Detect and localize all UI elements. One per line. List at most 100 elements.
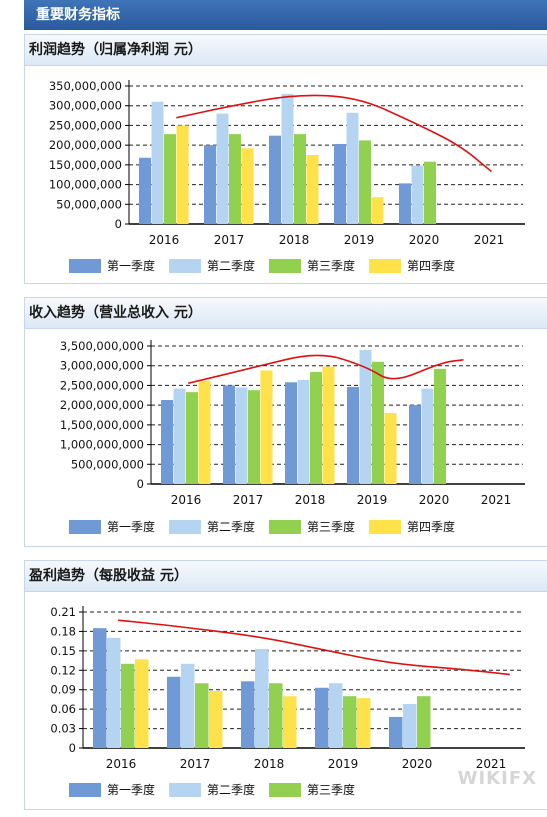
legend-item-q1: 第一季度 xyxy=(69,518,155,535)
y-tick-label: 0 xyxy=(69,741,76,755)
x-tick-label: 2020 xyxy=(419,493,450,507)
bar-2016-q4 xyxy=(135,659,149,748)
trend-annotation-line xyxy=(118,619,510,676)
legend-swatch-q3 xyxy=(269,258,302,273)
y-tick-label: 500,000,000 xyxy=(71,457,144,471)
legend-label-q4: 第四季度 xyxy=(407,259,456,273)
x-tick-label: 2021 xyxy=(474,233,505,247)
bar-2017-q4 xyxy=(260,370,273,484)
bar-2020-q1 xyxy=(399,183,411,224)
legend-label-q1: 第一季度 xyxy=(107,520,156,534)
section-title: 重要财务指标 xyxy=(36,7,120,23)
x-tick-label: 2020 xyxy=(409,233,440,247)
legend-item-q1: 第一季度 xyxy=(69,257,155,274)
bar-2019-q2 xyxy=(346,112,359,224)
x-tick-label: 2016 xyxy=(171,493,202,507)
bar-2018-q4 xyxy=(306,155,319,224)
bar-2017-q1 xyxy=(167,676,181,748)
bar-2016-q1 xyxy=(139,157,151,224)
bar-2019-q4 xyxy=(371,197,384,224)
bar-2020-q2 xyxy=(403,703,417,748)
y-tick-label: 50,000,000 xyxy=(56,197,122,211)
bar-2018-q3 xyxy=(269,683,283,748)
legend-item-q4: 第四季度 xyxy=(369,518,455,535)
bar-2018-q1 xyxy=(269,135,281,224)
bar-2016-q2 xyxy=(151,101,164,224)
legend-item-q3: 第三季度 xyxy=(269,518,355,535)
bar-2016-q3 xyxy=(164,134,176,224)
x-tick-label: 2018 xyxy=(254,757,285,771)
bar-2016-q4 xyxy=(198,380,211,484)
profit-trend-chart: 0 50,000,000 100,000,000 150,000,000 200,000… xyxy=(49,79,525,247)
bar-2018-q1 xyxy=(285,382,297,484)
section-title-bar: 重要财务指标 xyxy=(24,0,547,30)
legend-swatch-q4 xyxy=(369,519,402,534)
y-tick-label: 350,000,000 xyxy=(49,79,122,93)
legend-item-q2: 第二季度 xyxy=(169,518,255,535)
bar-2016-q1 xyxy=(93,628,107,748)
bar-2016-q3 xyxy=(121,663,135,748)
legend-label-q2: 第二季度 xyxy=(207,259,256,273)
bar-2019-q3 xyxy=(359,140,371,224)
bar-2017-q3 xyxy=(229,134,241,224)
revenue-trend-chart: 0 500,000,000 1,000,000,000 1,500,000,000 2,… xyxy=(60,339,525,507)
bar-2020-q1 xyxy=(389,716,403,748)
bar-2018-q3 xyxy=(294,134,306,224)
legend-swatch-q3 xyxy=(269,782,302,797)
x-tick-label: 2018 xyxy=(295,493,326,507)
bar-2020-q3 xyxy=(417,696,431,748)
y-tick-label: 0 xyxy=(115,217,122,231)
bar-2018-q4 xyxy=(322,366,335,484)
legend-item-q3: 第三季度 xyxy=(269,781,355,798)
legend-swatch-q1 xyxy=(69,258,101,273)
y-tick-label: 200,000,000 xyxy=(49,138,122,152)
x-tick-label: 2019 xyxy=(344,233,375,247)
y-tick-label: 0.15 xyxy=(50,644,76,658)
x-tick-label: 2021 xyxy=(476,757,507,771)
x-tick-label: 2016 xyxy=(149,233,180,247)
bar-2017-q4 xyxy=(241,148,254,224)
y-tick-label: 0 xyxy=(137,477,144,491)
bar-2016-q3 xyxy=(186,392,198,484)
x-tick-label: 2019 xyxy=(357,493,388,507)
bar-2017-q2 xyxy=(181,663,195,748)
y-tick-label: 0.03 xyxy=(50,722,76,736)
y-tick-label: 150,000,000 xyxy=(49,158,122,172)
x-tick-label: 2020 xyxy=(402,757,433,771)
x-tick-label: 2016 xyxy=(106,757,137,771)
bar-2017-q2 xyxy=(216,113,229,224)
bar-2019-q4 xyxy=(384,413,397,484)
legend-swatch-q1 xyxy=(69,782,101,797)
y-tick-label: 1,500,000,000 xyxy=(60,418,144,432)
revenue-legend: 第一季度 第二季度 第三季度 第四季度 xyxy=(69,518,455,535)
revenue-trend-title: 收入趋势（营业总收入 元） xyxy=(25,298,547,329)
legend-swatch-q1 xyxy=(69,519,101,534)
x-tick-label: 2017 xyxy=(214,233,245,247)
legend-item-q1: 第一季度 xyxy=(69,781,155,798)
bar-2019-q1 xyxy=(334,143,346,224)
legend-label-q2: 第二季度 xyxy=(207,783,256,797)
y-tick-label: 2,000,000,000 xyxy=(60,398,144,412)
bar-2019-q4 xyxy=(357,698,371,748)
legend-swatch-q2 xyxy=(169,258,202,273)
bar-2018-q3 xyxy=(310,372,322,484)
bar-2018-q2 xyxy=(297,379,310,484)
y-tick-label: 250,000,000 xyxy=(49,118,122,132)
profit-trend-title: 利润趋势（归属净利润 元） xyxy=(25,35,547,66)
bar-2019-q3 xyxy=(343,696,357,748)
legend-swatch-q2 xyxy=(169,782,202,797)
x-tick-label: 2017 xyxy=(180,757,211,771)
trend-annotation-line xyxy=(188,354,464,385)
bar-2020-q2 xyxy=(411,165,424,224)
bar-2019-q1 xyxy=(315,687,329,748)
legend-item-q2: 第二季度 xyxy=(169,781,255,798)
bar-2017-q3 xyxy=(195,683,209,748)
bar-2019-q3 xyxy=(372,361,384,484)
y-tick-label: 0.21 xyxy=(50,605,76,619)
eps-trend-title: 盈利趋势（每股收益 元） xyxy=(25,561,547,592)
watermark: WIKIFX xyxy=(457,768,537,789)
bar-2017-q3 xyxy=(248,390,260,484)
x-tick-label: 2018 xyxy=(279,233,310,247)
bar-2020-q3 xyxy=(434,368,446,484)
eps-trend-chart: 0 0.03 0.06 0.09 0.12 0.15 0.18 0.21 2016 2017 201… xyxy=(50,605,525,771)
